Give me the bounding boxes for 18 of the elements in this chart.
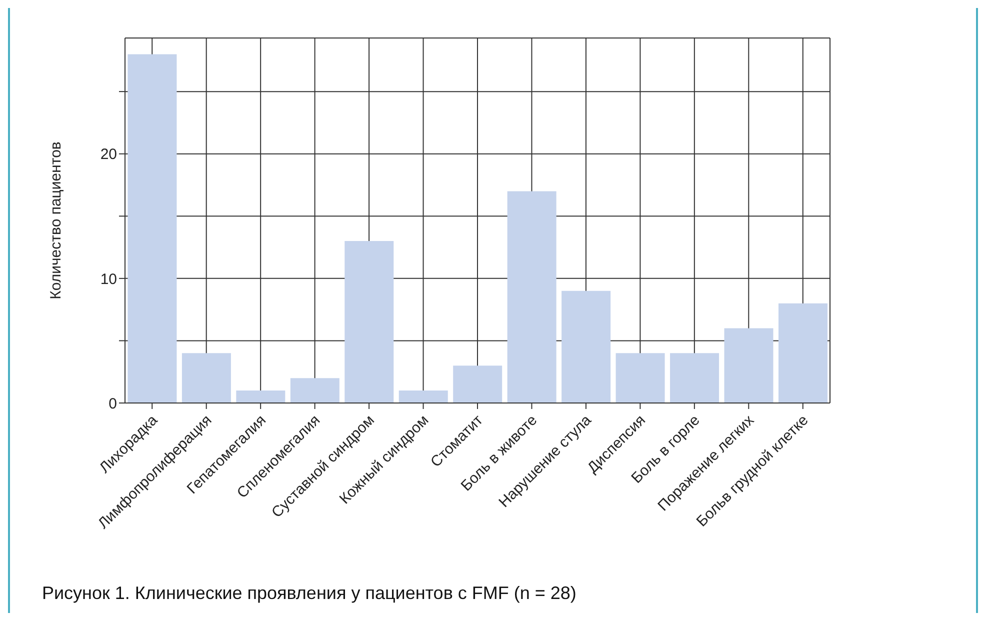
y-tick-label: 20 xyxy=(100,146,117,164)
bar xyxy=(344,241,394,403)
bar xyxy=(128,54,177,403)
bar xyxy=(236,390,286,403)
bar xyxy=(670,353,720,403)
bar xyxy=(778,303,828,403)
bar xyxy=(290,378,340,403)
y-axis-title: Количество пациентов xyxy=(47,142,64,300)
text: Рисунок 1. Клинические проявления у пациентов с FMF (n = 28) xyxy=(42,583,576,604)
bar xyxy=(507,191,556,403)
bar xyxy=(562,290,611,403)
bar xyxy=(616,353,665,403)
bar xyxy=(724,328,774,403)
bar xyxy=(398,390,448,403)
y-tick-label: 0 xyxy=(108,395,117,412)
bar xyxy=(453,366,502,403)
bar xyxy=(182,353,231,403)
y-tick-label: 10 xyxy=(100,270,117,288)
